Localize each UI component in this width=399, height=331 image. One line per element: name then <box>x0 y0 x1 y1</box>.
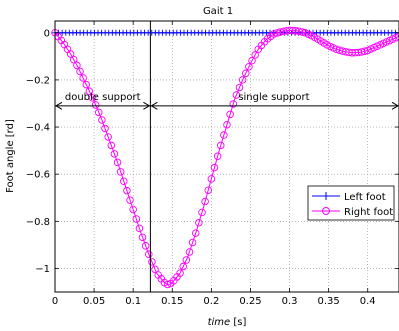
marker-right-foot <box>76 67 84 76</box>
series-layer <box>51 26 399 289</box>
x-tick-label: 0.25 <box>239 296 261 307</box>
plot-area <box>55 21 399 292</box>
x-tick-label: 0.1 <box>125 296 141 307</box>
marker-right-foot <box>126 196 134 204</box>
marker-right-foot <box>248 56 256 65</box>
marker-right-foot <box>107 141 116 150</box>
x-tick-label: 0.2 <box>203 296 219 307</box>
marker-right-foot <box>216 141 225 150</box>
legend-box <box>307 185 395 221</box>
marker-right-foot <box>198 208 206 217</box>
marker-right-foot <box>120 177 128 185</box>
x-axis-label-italic: time <box>208 317 231 328</box>
legend-left-foot-marker <box>322 192 330 200</box>
series-right-foot <box>51 26 399 289</box>
marker-right-foot <box>135 224 144 233</box>
double-support-arrow-right-head <box>143 101 150 110</box>
single-support-label: single support <box>238 92 309 103</box>
marker-right-foot <box>176 269 184 277</box>
marker-right-foot <box>188 238 197 247</box>
legend: Left foot Right foot <box>307 185 395 221</box>
marker-right-foot <box>251 51 259 59</box>
marker-right-foot <box>235 83 244 92</box>
marker-right-foot <box>226 110 234 119</box>
marker-right-foot <box>116 168 125 176</box>
y-tick-label: −0.2 <box>26 75 50 86</box>
chart-title: Gait 1 <box>203 6 233 17</box>
x-tick-label: 0.4 <box>360 296 376 307</box>
marker-right-foot <box>88 94 97 102</box>
marker-right-foot <box>220 131 228 139</box>
marker-right-foot <box>73 61 81 70</box>
x-axis-label: time [s] <box>208 317 247 328</box>
marker-right-foot <box>145 250 153 259</box>
marker-right-foot <box>242 69 250 78</box>
marker-right-foot <box>66 50 75 58</box>
double-support-arrow-left-head <box>55 101 63 110</box>
double-support-label: double support <box>65 92 141 103</box>
annotation-layer: double support single support <box>55 21 399 292</box>
marker-right-foot <box>213 152 222 161</box>
single-support-arrow-left-head <box>151 101 158 110</box>
marker-right-foot <box>123 186 131 195</box>
marker-right-foot <box>132 215 141 223</box>
single-support-arrow-right-head <box>391 101 399 110</box>
legend-left-foot-label: Left foot <box>344 192 386 203</box>
marker-right-foot <box>207 175 216 183</box>
axis-ticks: 0 0.05 0.1 0.15 0.2 0.25 0.3 0.35 0.4 0 −0.2 −0.4 −0… <box>26 21 399 307</box>
marker-right-foot <box>229 100 237 108</box>
marker-right-foot <box>163 280 172 289</box>
marker-right-foot <box>95 108 103 117</box>
y-tick-label: −0.4 <box>26 123 50 134</box>
y-tick-label: −1 <box>35 264 50 275</box>
marker-right-foot <box>101 124 109 133</box>
marker-right-foot <box>151 265 159 274</box>
marker-right-foot <box>98 116 106 124</box>
marker-right-foot <box>70 55 78 64</box>
marker-right-foot <box>104 133 112 141</box>
marker-right-foot <box>110 150 119 158</box>
marker-right-foot <box>245 62 253 71</box>
marker-right-foot <box>129 205 137 214</box>
marker-right-foot <box>141 242 150 250</box>
marker-right-foot <box>223 120 231 129</box>
marker-right-foot <box>179 262 187 271</box>
y-axis-label: Foot angle [rd] <box>5 119 16 193</box>
marker-right-foot <box>238 76 247 84</box>
y-tick-label: −0.6 <box>26 170 50 181</box>
marker-right-foot <box>79 74 87 82</box>
marker-right-foot <box>148 258 156 266</box>
marker-right-foot <box>91 101 100 109</box>
x-tick-label: 0.3 <box>282 296 298 307</box>
y-tick-label: −0.8 <box>26 217 50 228</box>
series-line-right-foot <box>54 29 399 286</box>
marker-right-foot <box>232 91 241 99</box>
marker-right-foot <box>185 248 194 256</box>
marker-right-foot <box>201 197 209 206</box>
x-tick-label: 0.05 <box>83 296 105 307</box>
marker-right-foot <box>138 233 147 242</box>
x-tick-label: 0 <box>52 296 58 307</box>
marker-right-foot <box>182 256 191 264</box>
marker-right-foot <box>395 32 399 41</box>
legend-right-foot-marker <box>322 207 330 215</box>
marker-right-foot <box>85 87 94 95</box>
x-tick-label: 0.15 <box>161 296 183 307</box>
marker-right-foot <box>191 229 200 237</box>
x-axis-label-unit: [s] <box>230 317 246 328</box>
x-tick-label: 0.35 <box>318 296 340 307</box>
plot-frame <box>54 20 399 293</box>
marker-right-foot <box>113 158 122 167</box>
marker-right-foot <box>210 163 219 172</box>
marker-right-foot <box>195 218 203 227</box>
legend-right-foot-label: Right foot <box>344 207 393 218</box>
y-tick-label: 0 <box>44 28 50 39</box>
marker-right-foot <box>82 80 91 89</box>
marker-right-foot <box>204 186 212 194</box>
